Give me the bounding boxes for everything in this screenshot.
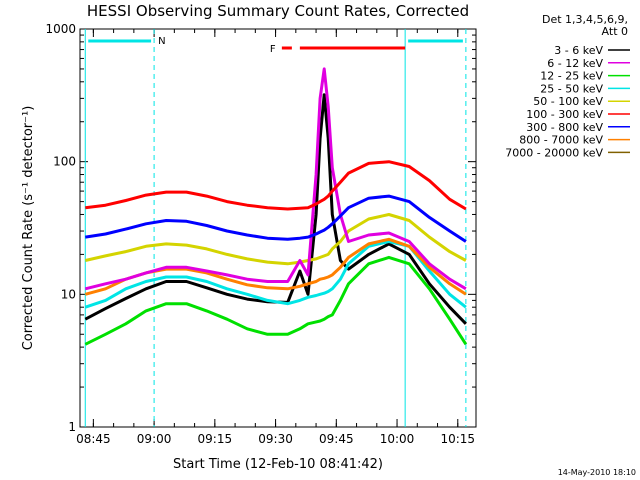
series-line-2 bbox=[84, 255, 468, 346]
plot-area: 08:45 09:00 09:15 09:30 09:45 10:00 10:15 1 10 10… bbox=[45, 22, 477, 446]
x-axis-label: Start Time (12-Feb-10 08:41:42) bbox=[173, 457, 383, 472]
legend-entry-label: 300 - 800 keV bbox=[526, 121, 603, 134]
x-tick-label: 10:15 bbox=[440, 432, 475, 446]
y-tick-label: 1000 bbox=[45, 22, 76, 36]
series-line-4 bbox=[84, 213, 467, 266]
series-line-1 bbox=[84, 67, 467, 291]
legend-entry-label: 3 - 6 keV bbox=[554, 44, 603, 57]
legend-entry-label: 100 - 300 keV bbox=[526, 108, 603, 121]
y-tick-label: 100 bbox=[53, 155, 76, 169]
legend-entry-label: 25 - 50 keV bbox=[540, 82, 603, 95]
chart-title: HESSI Observing Summary Count Rates, Cor… bbox=[87, 2, 469, 20]
footer-date: 14-May-2010 18:10 bbox=[558, 468, 636, 477]
legend-entry-label: 50 - 100 keV bbox=[533, 95, 603, 108]
legend-entry-label: 800 - 7000 keV bbox=[519, 134, 603, 147]
series-line-6 bbox=[85, 194, 467, 243]
y-tick-label: 1 bbox=[68, 420, 76, 434]
legend-entry-label: 12 - 25 keV bbox=[540, 70, 603, 83]
y-tick-label: 10 bbox=[61, 287, 76, 301]
legend-title-line: Att 0 bbox=[602, 25, 628, 38]
x-tick-label: 09:00 bbox=[137, 432, 172, 446]
x-tick-label: 09:45 bbox=[319, 432, 354, 446]
series-line-5 bbox=[85, 160, 467, 211]
legend-title-line: Det 1,3,4,5,6,9, bbox=[542, 13, 628, 26]
x-tick-label: 09:30 bbox=[258, 432, 293, 446]
legend-entry-label: 7000 - 20000 keV bbox=[505, 146, 603, 159]
legend-entry-label: 6 - 12 keV bbox=[547, 57, 603, 70]
x-tick-label: 09:15 bbox=[198, 432, 233, 446]
night-label: N bbox=[158, 36, 165, 47]
series-line-0 bbox=[84, 93, 467, 325]
plot-frame bbox=[79, 28, 477, 428]
series-line-7 bbox=[84, 237, 467, 296]
y-axis-label: Corrected Count Rate (s⁻¹ detector⁻¹) bbox=[21, 106, 36, 351]
flare-label: F bbox=[270, 44, 276, 55]
x-tick-label: 08:45 bbox=[76, 432, 111, 446]
series-line-3 bbox=[84, 240, 467, 309]
x-tick-label: 10:00 bbox=[380, 432, 415, 446]
